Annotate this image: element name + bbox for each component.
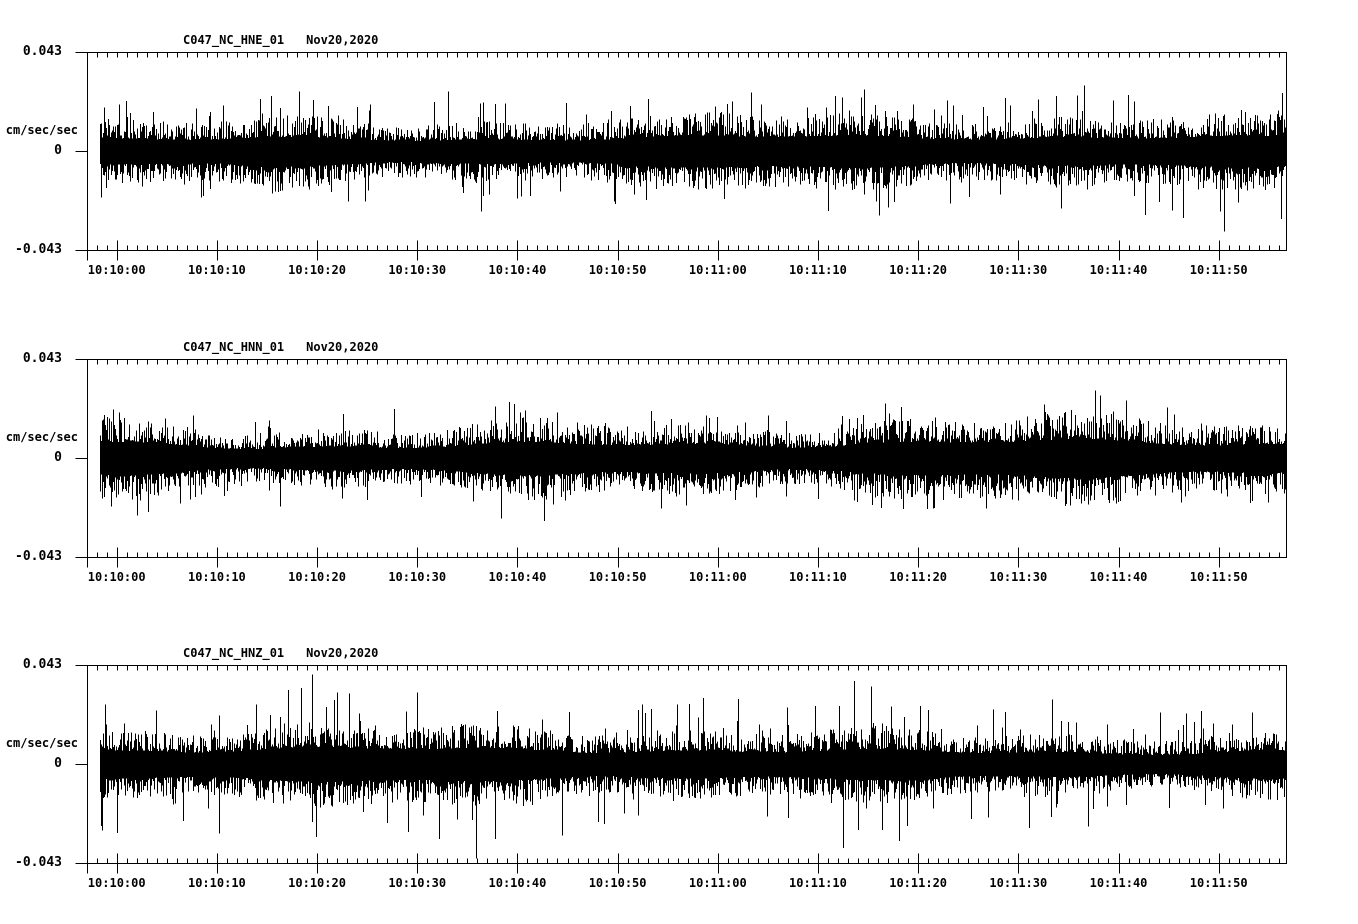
- x-tick-label: 10:11:50: [1189, 570, 1248, 584]
- y-tick-label-min: -0.043: [15, 549, 62, 564]
- y-tick-label-zero: 0: [54, 450, 62, 465]
- y-tick-label-max: 0.043: [22, 351, 62, 366]
- trace-date-label: Nov20,2020: [306, 646, 379, 660]
- trace-title: C047_NC_HNN_01 Nov20,2020: [183, 340, 378, 354]
- y-tick-label-max: 0.043: [22, 657, 62, 672]
- y-tick-label-min: -0.043: [15, 242, 62, 257]
- x-tick-label: 10:10:30: [388, 876, 447, 890]
- x-tick-label: 10:11:20: [889, 263, 948, 277]
- x-tick-label: 10:10:10: [187, 876, 246, 890]
- trace-title: C047_NC_HNZ_01 Nov20,2020: [183, 646, 378, 660]
- x-axis-tick-labels: 10:10:00 10:10:10 10:10:20 10:10:30 10:10:40…: [0, 263, 1358, 277]
- y-tick-label-zero: 0: [54, 143, 62, 158]
- x-tick-label: 10:10:00: [87, 876, 146, 890]
- x-axis-tick-labels: 10:10:00 10:10:10 10:10:20 10:10:30 10:10:40…: [0, 570, 1358, 584]
- y-tick-label-max: 0.043: [22, 44, 62, 59]
- station-channel-label: C047_NC_HNE_01: [183, 33, 285, 47]
- x-tick-label: 10:11:00: [688, 263, 747, 277]
- trace-date-label: Nov20,2020: [306, 340, 379, 354]
- x-tick-label: 10:10:10: [187, 570, 246, 584]
- x-tick-label: 10:11:30: [989, 876, 1048, 890]
- x-tick-label: 10:11:30: [989, 570, 1048, 584]
- y-axis-units-label: cm/sec/sec: [5, 736, 78, 750]
- x-tick-label: 10:11:10: [789, 570, 847, 584]
- x-tick-label: 10:10:10: [187, 263, 246, 277]
- x-tick-label: 10:11:20: [889, 876, 948, 890]
- x-tick-label: 10:10:20: [288, 263, 346, 277]
- x-tick-label: 10:11:50: [1189, 876, 1248, 890]
- x-tick-label: 10:10:20: [288, 876, 346, 890]
- x-tick-label: 10:10:30: [388, 570, 447, 584]
- x-tick-label: 10:11:20: [889, 570, 948, 584]
- y-axis-units-label: cm/sec/sec: [5, 430, 78, 444]
- x-tick-label: 10:10:00: [87, 570, 146, 584]
- waveform-plot-hnz: [75, 665, 1287, 874]
- x-tick-label: 10:11:50: [1189, 263, 1248, 277]
- x-tick-label: 10:10:00: [87, 263, 146, 277]
- station-channel-label: C047_NC_HNZ_01: [183, 646, 285, 660]
- waveform-plot-hne: [75, 52, 1287, 261]
- x-tick-label: 10:10:50: [588, 263, 647, 277]
- x-tick-label: 10:11:40: [1089, 876, 1148, 890]
- x-tick-label: 10:11:00: [688, 570, 747, 584]
- x-tick-label: 10:10:40: [488, 263, 547, 277]
- x-tick-label: 10:11:40: [1089, 263, 1148, 277]
- x-tick-label: 10:10:50: [588, 570, 647, 584]
- x-tick-label: 10:10:20: [288, 570, 346, 584]
- trace-date-label: Nov20,2020: [306, 33, 379, 47]
- station-channel-label: C047_NC_HNN_01: [183, 340, 285, 354]
- trace-title: C047_NC_HNE_01 Nov20,2020: [183, 33, 378, 47]
- x-tick-label: 10:11:30: [989, 263, 1048, 277]
- x-tick-label: 10:10:50: [588, 876, 647, 890]
- x-tick-label: 10:10:40: [488, 570, 547, 584]
- x-tick-label: 10:11:40: [1089, 570, 1148, 584]
- waveform-plot-hnn: [75, 359, 1287, 568]
- x-tick-label: 10:10:30: [388, 263, 447, 277]
- y-axis-units-label: cm/sec/sec: [5, 123, 78, 137]
- x-tick-label: 10:11:10: [789, 263, 847, 277]
- y-tick-label-zero: 0: [54, 756, 62, 771]
- y-tick-label-min: -0.043: [15, 855, 62, 870]
- x-tick-label: 10:11:10: [789, 876, 847, 890]
- x-tick-label: 10:11:00: [688, 876, 747, 890]
- x-tick-label: 10:10:40: [488, 876, 547, 890]
- x-axis-tick-labels: 10:10:00 10:10:10 10:10:20 10:10:30 10:10:40…: [0, 876, 1358, 890]
